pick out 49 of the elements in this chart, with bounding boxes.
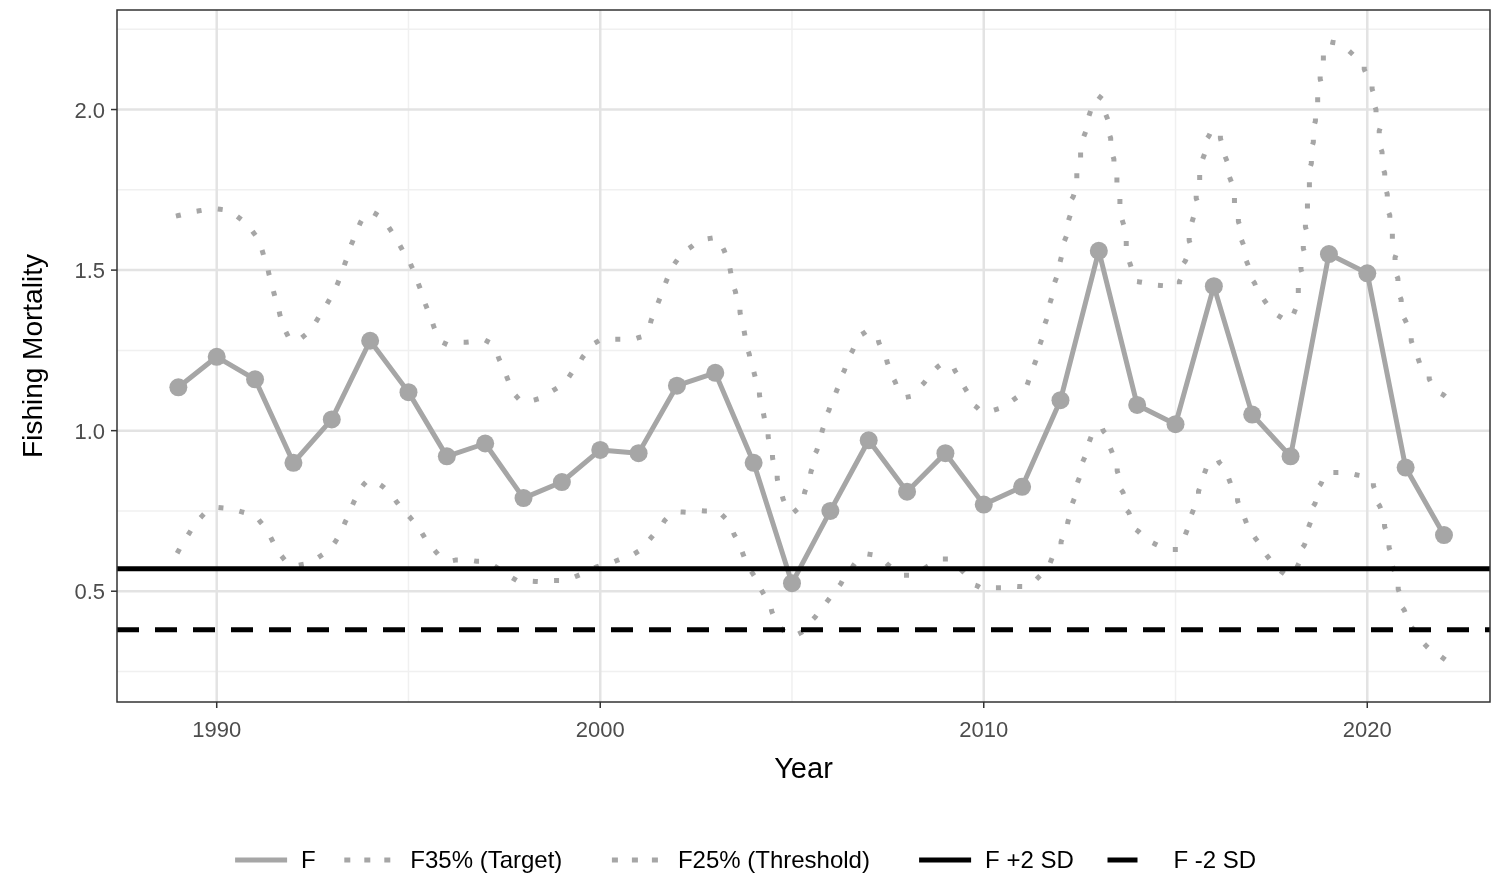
point [169, 378, 188, 397]
y-tick-label: 1.0 [74, 418, 105, 444]
point [399, 383, 418, 402]
point [322, 410, 341, 429]
point [514, 489, 533, 508]
point [1358, 264, 1377, 283]
point [1128, 395, 1147, 414]
point [1281, 447, 1300, 466]
point [1434, 526, 1453, 545]
point [1204, 277, 1223, 296]
legend-label: F +2 SD [985, 846, 1074, 873]
point [1319, 245, 1338, 264]
point [1013, 477, 1032, 496]
point [782, 574, 801, 593]
x-tick-label: 1990 [192, 717, 242, 742]
point [552, 473, 571, 492]
point [361, 331, 380, 350]
point [1243, 405, 1262, 424]
y-axis-title: Fishing Mortality [17, 254, 48, 458]
point [936, 444, 955, 463]
point [207, 347, 226, 366]
point [898, 482, 917, 501]
point [667, 376, 686, 395]
legend-label: F [301, 846, 316, 873]
point [706, 363, 725, 382]
point [437, 447, 456, 466]
point [476, 434, 495, 453]
point [974, 495, 993, 514]
y-tick-label: 2.0 [74, 97, 105, 123]
x-tick-label: 2010 [959, 717, 1009, 742]
point [744, 453, 763, 472]
legend-label: F25% (Threshold) [677, 846, 870, 873]
y-tick-label: 1.5 [74, 258, 105, 284]
x-tick-label: 2000 [575, 717, 625, 742]
point [1166, 415, 1185, 434]
x-axis-title: Year [774, 752, 834, 784]
x-tick-label: 2020 [1342, 717, 1392, 742]
y-tick-label: 0.5 [74, 579, 105, 605]
point [821, 501, 840, 520]
point [284, 453, 303, 472]
legend-label: F -2 SD [1173, 846, 1257, 873]
point [1396, 458, 1415, 477]
point [1051, 391, 1070, 410]
point [1089, 241, 1108, 260]
point [591, 440, 610, 459]
legend-label: F35% (Target) [410, 846, 563, 873]
point [246, 370, 265, 389]
point [859, 431, 878, 450]
point [629, 444, 648, 463]
